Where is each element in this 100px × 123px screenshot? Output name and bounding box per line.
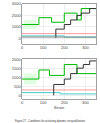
svg-text:1000: 1000 [12, 75, 22, 80]
svg-text:100: 100 [40, 100, 47, 105]
svg-text:2000: 2000 [12, 57, 22, 62]
svg-text:500: 500 [14, 84, 21, 89]
svg-text:200: 200 [61, 45, 68, 50]
svg-text:100: 100 [40, 45, 47, 50]
svg-text:0: 0 [18, 93, 21, 98]
svg-text:200: 200 [61, 100, 68, 105]
svg-text:2000: 2000 [12, 13, 22, 18]
svg-text:Strain: Strain [54, 105, 64, 110]
svg-text:3000: 3000 [12, 1, 22, 6]
svg-text:Figure 27 - Conditions for act: Figure 27 - Conditions for activating dy… [15, 119, 85, 123]
svg-text:300: 300 [82, 45, 89, 50]
svg-text:1000: 1000 [12, 24, 22, 29]
svg-text:0: 0 [18, 36, 21, 41]
svg-text:0: 0 [21, 45, 24, 50]
svg-text:1500: 1500 [12, 66, 22, 71]
svg-text:0: 0 [21, 100, 24, 105]
svg-text:300: 300 [82, 100, 89, 105]
